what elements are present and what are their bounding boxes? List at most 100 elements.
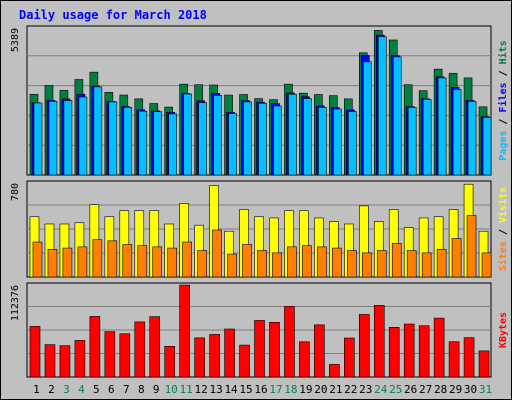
day-label-11: 11 (180, 383, 193, 396)
sites-bar-26 (406, 250, 417, 278)
sites-bar-11 (182, 241, 192, 278)
pages-bar-24 (377, 36, 387, 176)
day-label-1: 1 (33, 383, 40, 396)
day-label-15: 15 (239, 383, 252, 396)
day-label-14: 14 (224, 383, 238, 396)
pages-bar-22 (348, 111, 357, 176)
day-label-26: 26 (404, 383, 417, 396)
hits-files-pages-bars (29, 30, 492, 176)
sites-bar-8 (137, 245, 148, 278)
hits-files-pages-series-label: Pages / Files / Hits (497, 40, 509, 160)
pages-bar-25 (392, 56, 402, 176)
kbytes-bar-3 (59, 345, 71, 378)
pages-bar-29 (452, 89, 462, 176)
sites-bar-15 (242, 244, 252, 278)
pages-bar-10 (168, 113, 178, 176)
visits-sites-bars (29, 183, 492, 278)
pages-bar-16 (258, 102, 267, 176)
visits-sites-series-label-part: Visits (497, 187, 509, 223)
pages-bar-8 (138, 110, 148, 176)
kbytes-bar-12 (194, 337, 205, 378)
sites-bar-3 (62, 247, 73, 278)
visits-sites-ymax-label: 780 (10, 183, 21, 201)
hits-files-pages-series-label-part: Hits (497, 40, 509, 64)
day-label-3: 3 (63, 383, 70, 396)
day-label-20: 20 (314, 383, 327, 396)
visits-sites-series-label: Sites / Visits (497, 187, 509, 271)
sites-bar-17 (272, 252, 282, 278)
hits-files-pages-series-label-part: Files (497, 82, 509, 112)
day-label-5: 5 (93, 383, 100, 396)
pages-bar-4 (78, 96, 88, 176)
sites-bar-10 (167, 247, 178, 278)
day-label-4: 4 (78, 383, 85, 396)
pages-bar-31 (482, 117, 492, 176)
sites-bar-14 (227, 253, 237, 278)
day-label-28: 28 (434, 383, 447, 396)
kbytes-bar-6 (104, 331, 116, 378)
day-label-19: 19 (299, 383, 312, 396)
kbytes-series-label-part: KBytes (498, 312, 509, 348)
visits-sites-series-label-part: / (498, 223, 509, 241)
sites-bar-23 (361, 252, 372, 278)
day-label-22: 22 (344, 383, 357, 396)
kbytes-bar-15 (239, 344, 250, 378)
hits-files-pages-panel: 5389 Pages / Files / Hits (10, 25, 509, 176)
day-label-24: 24 (374, 383, 388, 396)
pages-bar-20 (318, 107, 327, 176)
day-label-27: 27 (419, 383, 432, 396)
sites-bar-31 (481, 252, 492, 278)
kbytes-bar-16 (254, 320, 265, 378)
day-label-13: 13 (209, 383, 222, 396)
kbytes-bar-1 (29, 326, 41, 378)
kbytes-bar-4 (74, 340, 86, 378)
sites-bar-1 (32, 241, 43, 278)
pages-bar-21 (333, 108, 342, 176)
visits-sites-panel: 780 Sites / Visits (10, 180, 509, 278)
sites-bar-24 (376, 250, 387, 278)
sites-bar-30 (466, 215, 477, 278)
sites-bar-4 (77, 246, 88, 278)
kbytes-bar-10 (164, 345, 176, 378)
day-label-17: 17 (269, 383, 282, 396)
day-label-9: 9 (153, 383, 160, 396)
pages-bar-23 (362, 61, 372, 176)
kbytes-panel: 112376 KBytes (10, 282, 509, 378)
sites-bar-2 (47, 248, 58, 278)
pages-bar-9 (153, 111, 163, 176)
kbytes-bar-19 (299, 341, 310, 378)
pages-bar-19 (303, 98, 312, 176)
pages-bar-27 (422, 99, 432, 176)
sites-bar-18 (287, 246, 297, 278)
pages-bar-26 (407, 107, 417, 176)
kbytes-bar-26 (403, 323, 415, 378)
hits-files-pages-ymax-label: 5389 (10, 28, 21, 52)
day-label-29: 29 (449, 383, 462, 396)
sites-bar-28 (436, 248, 447, 278)
pages-bar-2 (48, 101, 58, 176)
kbytes-bar-25 (388, 327, 400, 378)
kbytes-bar-23 (358, 314, 370, 378)
sites-bar-27 (421, 252, 432, 278)
kbytes-bar-9 (149, 316, 161, 378)
kbytes-bar-8 (134, 321, 146, 378)
kbytes-bar-27 (418, 325, 430, 378)
pages-bar-17 (273, 105, 282, 176)
sites-bar-7 (122, 244, 133, 278)
day-label-23: 23 (359, 383, 372, 396)
sites-bar-25 (391, 242, 402, 278)
kbytes-bar-13 (209, 334, 220, 378)
sites-bar-13 (212, 229, 222, 278)
day-label-21: 21 (329, 383, 342, 396)
day-labels: 1 2 3 4 5 6 7 8 9 10 11 12 13 14 15 16 17 18 19 20 21 22 23 24 2… (33, 383, 492, 396)
day-label-2: 2 (48, 383, 55, 396)
sites-bar-12 (197, 250, 207, 278)
chart-title: Daily usage for March 2018 (19, 8, 207, 22)
sites-bar-9 (152, 246, 163, 278)
kbytes-bar-22 (344, 337, 355, 378)
chart-panels: 5389 Pages / Files / Hits 780 Sites / Visit… (10, 25, 509, 378)
kbytes-bar-24 (373, 305, 385, 378)
sites-bar-21 (332, 247, 342, 278)
pages-bar-1 (33, 102, 43, 176)
kbytes-bar-17 (269, 322, 280, 378)
